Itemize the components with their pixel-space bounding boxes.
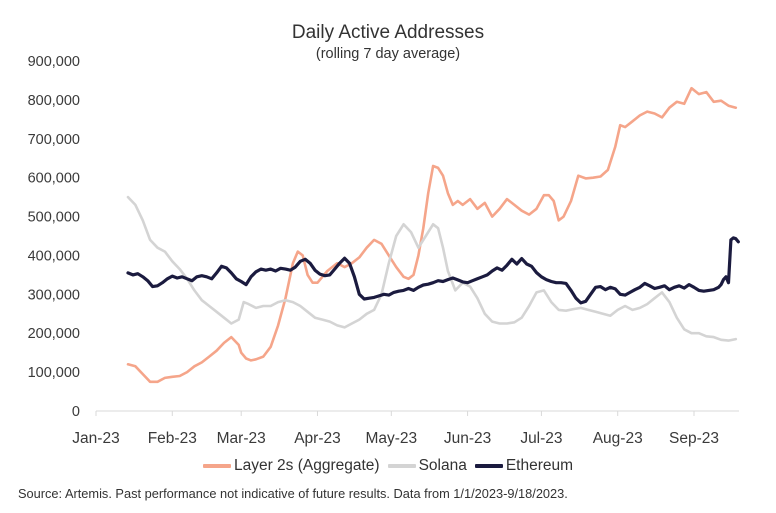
legend-item-layer2s: Layer 2s (Aggregate) — [202, 457, 380, 475]
y-tick-label: 0 — [72, 404, 80, 420]
x-tick-label: May-23 — [365, 430, 417, 447]
y-tick-label: 900,000 — [28, 54, 80, 70]
legend-label-layer2s: Layer 2s (Aggregate) — [233, 457, 380, 474]
legend-item-solana: Solana — [387, 457, 467, 475]
y-tick-label: 700,000 — [28, 132, 80, 148]
legend-swatch-ethereum — [474, 464, 503, 468]
legend-item-ethereum: Ethereum — [474, 457, 574, 475]
legend-swatch-layer2s — [202, 464, 231, 468]
x-tick-label: Mar-23 — [217, 430, 266, 447]
x-tick-label: Jul-23 — [520, 430, 562, 447]
x-axis: Jan-23 Feb-23 Mar-23 Apr-23 May-23 Jun-23 Jul-… — [72, 410, 739, 447]
series-line-solana — [126, 195, 738, 342]
legend-label-solana: Solana — [418, 457, 467, 474]
x-tick-label: Apr-23 — [294, 430, 341, 447]
x-tick-label: Feb-23 — [148, 430, 197, 447]
x-tick-label: Jan-23 — [72, 430, 119, 447]
legend: Layer 2s (Aggregate) Solana Ethereum — [0, 457, 776, 475]
y-tick-label: 200,000 — [28, 326, 80, 342]
series-lines — [126, 86, 740, 384]
chart-subtitle: (rolling 7 day average) — [315, 46, 461, 62]
y-tick-label: 800,000 — [28, 93, 80, 109]
x-tick-label: Sep-23 — [669, 430, 719, 447]
series-line-ethereum — [126, 236, 740, 305]
y-tick-label: 300,000 — [28, 287, 80, 303]
legend-swatch-solana — [387, 464, 416, 468]
y-tick-label: 500,000 — [28, 210, 80, 226]
y-tick-label: 100,000 — [28, 365, 80, 381]
series-line-layer2s — [126, 86, 738, 384]
chart-title: Daily Active Addresses — [291, 22, 485, 43]
y-axis: 0 100,000 200,000 300,000 400,000 500,000 600,… — [28, 54, 80, 420]
x-tick-label: Aug-23 — [593, 430, 643, 447]
legend-label-ethereum: Ethereum — [505, 457, 574, 474]
x-tick-label: Jun-23 — [444, 430, 491, 447]
source-note: Source: Artemis. Past performance not in… — [18, 486, 568, 501]
y-tick-label: 400,000 — [28, 248, 80, 264]
y-tick-label: 600,000 — [28, 171, 80, 187]
